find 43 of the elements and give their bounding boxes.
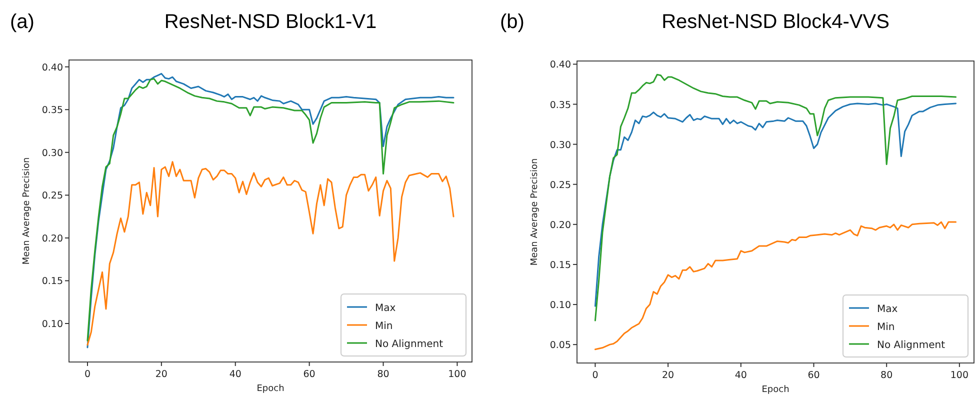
y-axis-title: Mean Average Precision — [530, 158, 540, 266]
legend-label: No Alignment — [375, 339, 444, 350]
line-series — [594, 74, 957, 322]
x-tick-label: 40 — [229, 369, 242, 380]
x-axis-title: Epoch — [762, 385, 790, 395]
y-tick-label: 0.15 — [42, 276, 63, 288]
y-tick-label: 0.05 — [550, 340, 571, 352]
y-tick-label: 0.10 — [42, 319, 63, 330]
y-tick-label: 0.30 — [42, 148, 63, 159]
x-tick-label: 20 — [662, 370, 674, 381]
legend-label: Max — [375, 303, 396, 314]
x-tick-label: 40 — [734, 370, 747, 381]
legend-label: Min — [877, 322, 895, 333]
x-tick-label: 80 — [880, 370, 893, 381]
legend-label: Max — [877, 304, 898, 315]
text: (a) — [10, 11, 34, 33]
y-tick-label: 0.25 — [550, 180, 571, 191]
chart-title: ResNet-NSD Block4-VVS — [662, 11, 890, 33]
y-tick-label: 0.30 — [550, 140, 571, 151]
y-tick-label: 0.25 — [42, 190, 63, 202]
y-tick-label: 0.20 — [550, 220, 571, 231]
x-tick-label: 100 — [950, 370, 968, 381]
y-tick-label: 0.35 — [42, 105, 63, 116]
x-tick-label: 20 — [155, 369, 168, 380]
x-axis-title: Epoch — [256, 384, 284, 394]
x-tick-label: 0 — [592, 370, 598, 381]
legend-label: Min — [375, 321, 393, 332]
x-tick-label: 100 — [448, 369, 466, 380]
chart-title: ResNet-NSD Block1-V1 — [164, 11, 377, 33]
y-tick-label: 0.40 — [42, 62, 63, 74]
y-axis-title: Mean Average Precision — [22, 157, 32, 265]
line-series — [594, 221, 957, 350]
y-tick-label: 0.10 — [550, 300, 571, 312]
text: (b) — [500, 11, 524, 33]
y-tick-label: 0.15 — [550, 260, 571, 271]
x-tick-label: 60 — [808, 370, 820, 381]
y-tick-label: 0.40 — [550, 60, 571, 71]
legend-label: No Alignment — [877, 340, 946, 351]
x-tick-label: 60 — [303, 369, 316, 380]
y-tick-label: 0.20 — [42, 233, 63, 244]
y-tick-label: 0.35 — [550, 100, 571, 111]
x-tick-label: 80 — [377, 369, 390, 380]
x-tick-label: 0 — [84, 369, 91, 380]
